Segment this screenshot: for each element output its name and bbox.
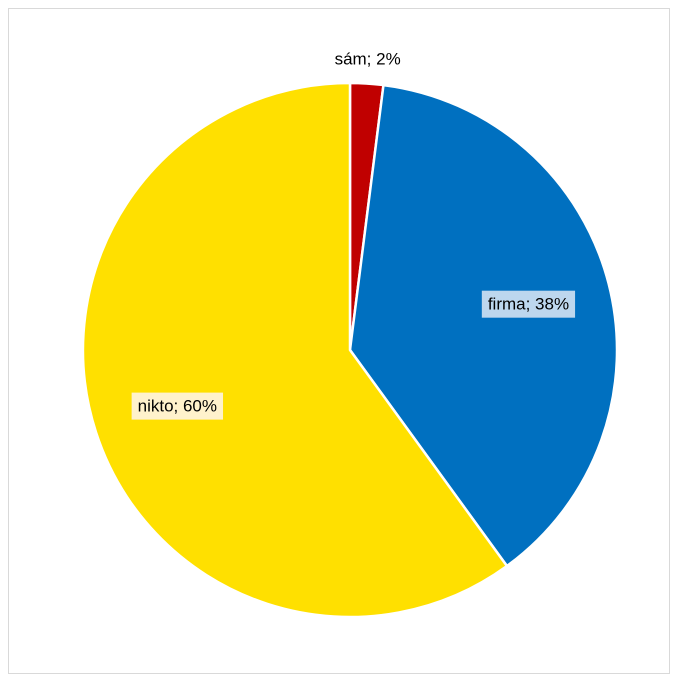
pie-slices xyxy=(81,81,619,619)
data-label-firma: firma; 38% xyxy=(488,295,569,314)
data-label-sam: sám; 2% xyxy=(335,50,401,69)
pie-slice-nikto xyxy=(81,81,509,619)
data-label-nikto: nikto; 60% xyxy=(138,397,217,416)
label-background-nikto xyxy=(131,392,224,420)
pie-slice-firma xyxy=(348,83,619,568)
pie-data-labels: sám; 2% firma; 38% nikto; 60% xyxy=(131,50,576,420)
label-background-firma xyxy=(481,290,576,318)
